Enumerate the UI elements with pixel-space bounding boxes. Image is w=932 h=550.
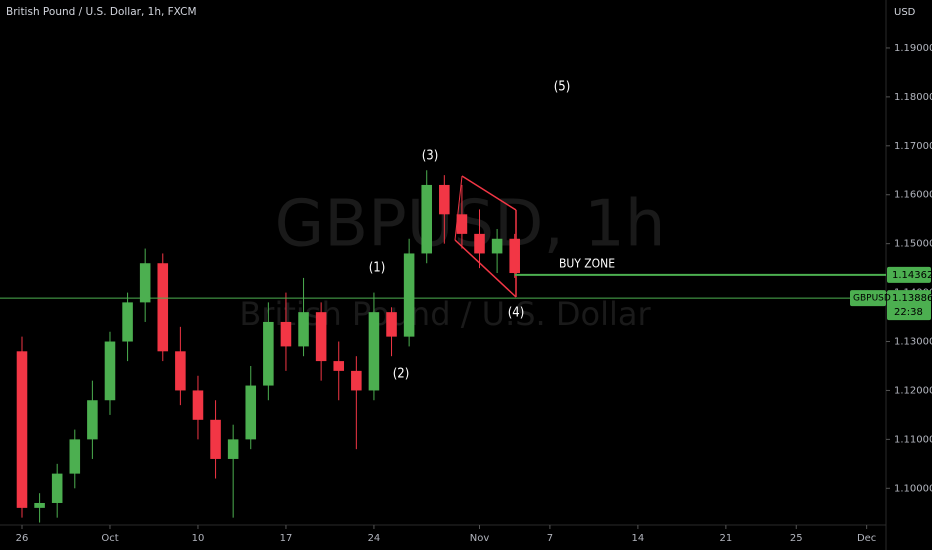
- candle-body: [333, 361, 345, 371]
- candle-body: [122, 302, 133, 342]
- wave-label: (2): [393, 367, 410, 382]
- y-tick-label: 1.12000: [894, 385, 932, 396]
- x-tick-label: 17: [280, 533, 293, 544]
- currency: USD: [894, 7, 916, 18]
- candle-body: [280, 321, 292, 347]
- candle-body: [51, 473, 63, 503]
- wave-label: (4): [508, 306, 525, 321]
- candle-body: [491, 238, 503, 254]
- candle-body: [192, 390, 204, 420]
- y-tick-label: 1.11000: [894, 434, 932, 445]
- symbol-tag-label: GBPUSD: [853, 294, 891, 304]
- x-tick-label: Oct: [101, 533, 118, 544]
- symbol-tag: [850, 290, 886, 307]
- candle-body: [351, 370, 362, 391]
- y-tick-label: 1.16000: [894, 190, 932, 201]
- y-tick-label: 1.13000: [894, 337, 932, 348]
- candle-body: [263, 321, 274, 386]
- candle-body: [298, 312, 309, 347]
- x-tick-label: 24: [368, 533, 381, 544]
- candle-body: [386, 312, 397, 337]
- candle-body: [87, 400, 98, 440]
- candle-body: [315, 312, 327, 362]
- y-tick-label: 1.15000: [894, 239, 932, 250]
- candle-body: [368, 312, 380, 391]
- y-tick-label: 1.17000: [894, 141, 932, 152]
- y-tick-label: 1.18000: [894, 92, 932, 103]
- candle-body: [456, 214, 468, 234]
- x-tick-label: 25: [790, 533, 803, 544]
- candle-body: [439, 184, 450, 215]
- candle-body: [34, 502, 45, 508]
- candle-body: [16, 351, 28, 508]
- channel-line: [454, 239, 517, 298]
- price-tag: [887, 266, 931, 283]
- channel-line: [454, 175, 463, 241]
- candle-body: [157, 263, 169, 352]
- chart-title: British Pound / U.S. Dollar, 1h, FXCM: [6, 6, 197, 18]
- x-tick-label: 14: [632, 533, 645, 544]
- candle-body: [245, 385, 257, 440]
- candle-body: [227, 439, 239, 459]
- candle-body: [509, 238, 520, 274]
- x-tick-label: 7: [547, 533, 553, 544]
- price-tag-label: 1.13886: [892, 293, 932, 304]
- candle-body: [403, 253, 415, 337]
- x-tick-label: 26: [16, 533, 29, 544]
- y-tick-label: 1.10000: [894, 483, 932, 494]
- candle-body: [104, 341, 116, 401]
- wave-label: (5): [554, 80, 571, 95]
- candle-body: [210, 419, 221, 459]
- candle-body: [175, 351, 186, 391]
- x-tick-label: 21: [720, 533, 733, 544]
- candle-body: [139, 263, 151, 303]
- countdown: 22:38: [894, 307, 923, 318]
- x-tick-label: Nov: [470, 533, 490, 544]
- wave-label: (3): [422, 149, 439, 164]
- x-tick-label: 10: [192, 533, 205, 544]
- y-tick-label: 1.19000: [894, 43, 932, 54]
- x-tick-label: Dec: [857, 533, 876, 544]
- candle-body: [474, 233, 485, 254]
- price-tag-label: 1.14362: [892, 270, 932, 281]
- buy-zone-label: BUY ZONE: [559, 257, 615, 271]
- price-tag: [887, 290, 931, 321]
- channel-line: [461, 175, 517, 211]
- plot: [16, 170, 520, 523]
- candle-body: [69, 439, 81, 474]
- watermark: GBPUSD, 1h: [275, 188, 666, 262]
- candle-body: [421, 184, 433, 254]
- wave-label: (1): [369, 261, 386, 276]
